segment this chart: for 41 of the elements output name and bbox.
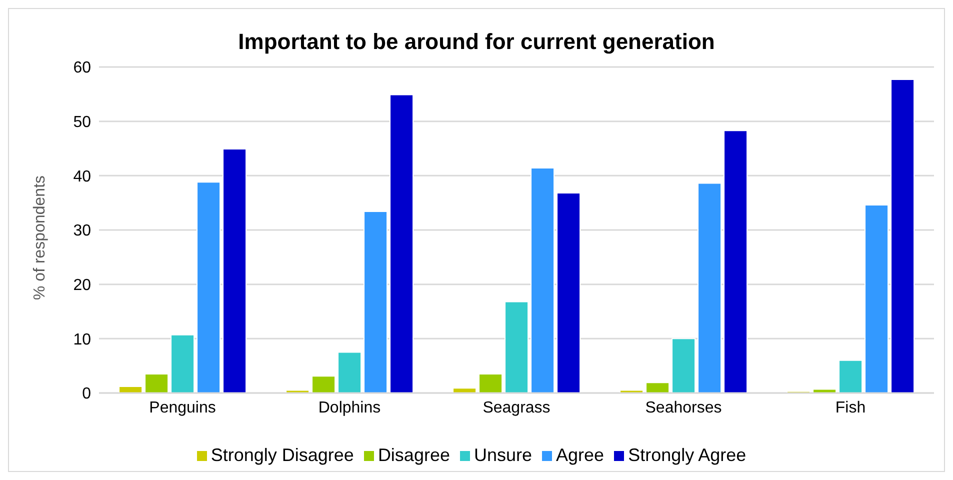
x-tick-label: Dolphins (318, 399, 381, 416)
bar (812, 388, 837, 393)
chart-title: Important to be around for current generation (237, 28, 716, 56)
y-tick-label: 0 (82, 386, 92, 403)
legend-label: Agree (556, 445, 604, 465)
y-axis-title: % of respondents (32, 175, 49, 300)
bar (170, 334, 195, 393)
x-tick-label: Fish (835, 399, 866, 416)
y-tick-label: 30 (73, 222, 92, 240)
bar (556, 192, 581, 393)
legend-label: Strongly Agree (628, 445, 746, 465)
bar (864, 204, 889, 393)
bar (838, 360, 863, 393)
legend-label: Unsure (474, 445, 532, 465)
bar (222, 148, 247, 393)
bar (672, 338, 696, 393)
y-tick-label: 50 (73, 114, 92, 132)
bar (724, 130, 748, 393)
bar (452, 388, 477, 393)
y-tick-label: 10 (73, 331, 92, 348)
bar (698, 182, 722, 393)
bar (504, 301, 529, 393)
y-tick-label: 20 (73, 277, 92, 294)
bar (390, 94, 414, 393)
bar (890, 78, 915, 393)
bar (312, 376, 336, 393)
bar (118, 386, 143, 393)
bar (646, 382, 670, 393)
legend-label: Strongly Disagree (210, 445, 354, 465)
bar (338, 352, 362, 393)
bar (196, 182, 221, 393)
y-tick-label: 60 (73, 60, 92, 77)
legend-label: Disagree (378, 445, 450, 465)
x-tick-label: Penguins (149, 399, 216, 416)
bar (530, 168, 555, 393)
x-tick-label: Seahorses (645, 399, 722, 416)
bar (144, 373, 169, 393)
y-tick-label: 40 (73, 168, 92, 186)
x-tick-label: Seagrass (482, 399, 550, 416)
bar (364, 211, 388, 393)
bar (478, 373, 503, 393)
